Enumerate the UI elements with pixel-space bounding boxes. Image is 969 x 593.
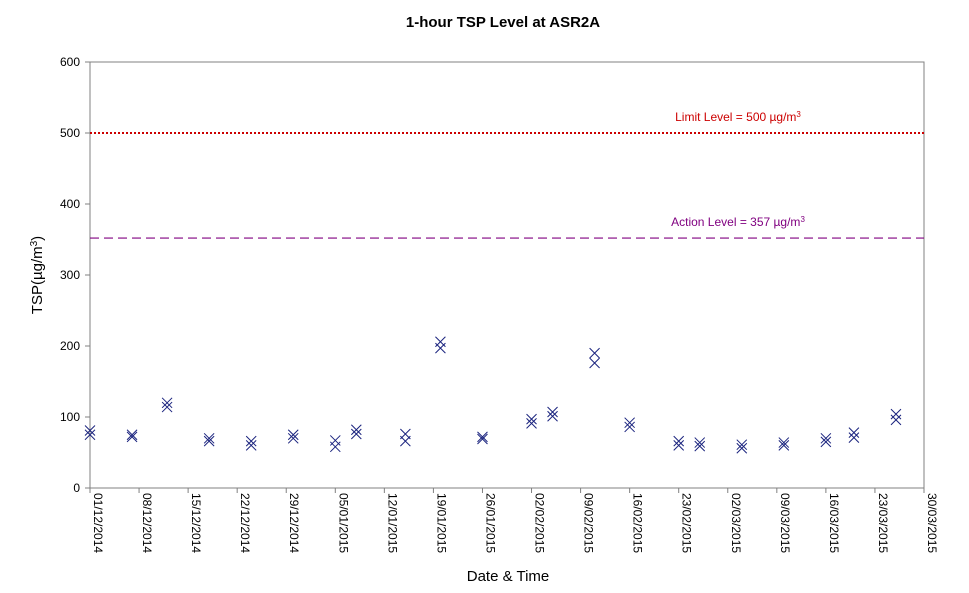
data-point-marker (694, 440, 706, 452)
data-point-marker (778, 437, 790, 448)
data-point-marker (736, 442, 748, 454)
data-point-marker (624, 417, 636, 429)
x-tick-label: 16/02/2015 (631, 493, 645, 553)
y-axis-title-superscript: 3 (29, 240, 40, 246)
x-tick-label: 30/03/2015 (925, 493, 939, 553)
chart-title: 1-hour TSP Level at ASR2A (406, 14, 600, 31)
x-tick-label: 15/12/2014 (189, 493, 203, 553)
y-tick-label: 600 (60, 55, 80, 69)
data-point-marker (890, 408, 902, 420)
data-point-marker (126, 429, 138, 441)
x-tick-label: 29/12/2014 (287, 493, 301, 553)
data-point-marker (350, 428, 362, 440)
reference-line-label-text: Limit Level = 500 µg/m (675, 110, 796, 124)
data-point-marker (477, 433, 488, 445)
y-tick-label: 0 (73, 481, 80, 495)
y-tick-label: 100 (60, 410, 80, 424)
y-axis-title-suffix: ) (29, 236, 46, 241)
data-point-marker (203, 432, 215, 444)
data-point-marker (820, 432, 832, 444)
x-tick-label: 12/01/2015 (385, 493, 399, 553)
x-tick-label: 09/02/2015 (582, 493, 596, 553)
data-point-marker (624, 421, 636, 433)
data-point-marker (673, 440, 685, 451)
reference-line-label-superscript: 3 (800, 215, 805, 224)
data-point-marker (736, 439, 748, 451)
data-point-marker (400, 435, 411, 447)
data-point-marker (694, 437, 706, 448)
data-point-marker (848, 427, 860, 438)
data-point-marker (84, 429, 96, 441)
x-axis-title: Date & Time (467, 568, 550, 585)
data-point-marker (890, 414, 902, 426)
data-markers (84, 336, 902, 454)
data-point-marker (126, 431, 138, 443)
y-axis-title-text: TSP(µg/m (29, 246, 46, 314)
data-point-marker (245, 435, 257, 447)
x-tick-label: 23/03/2015 (876, 493, 890, 553)
data-point-marker (848, 432, 860, 443)
data-point-marker (673, 435, 685, 447)
data-point-marker (477, 431, 488, 443)
x-tick-label: 02/03/2015 (729, 493, 743, 553)
data-point-marker (547, 410, 558, 422)
y-tick-label: 500 (60, 126, 80, 140)
reference-line-label: Limit Level = 500 µg/m3 (675, 110, 801, 125)
data-point-marker (287, 429, 299, 441)
data-point-marker (161, 397, 173, 409)
x-axis: 01/12/2014 08/12/2014 15/12/2014 22/12/2014… (89, 488, 939, 553)
reference-line-label-text: Action Level = 357 µg/m (671, 215, 800, 229)
data-point-marker (245, 440, 257, 451)
data-point-marker (84, 425, 96, 436)
x-tick-label: 09/03/2015 (778, 493, 792, 553)
x-tick-label: 22/12/2014 (238, 493, 252, 553)
reference-line-label-superscript: 3 (796, 110, 801, 119)
data-point-marker (589, 347, 600, 359)
data-point-marker (820, 436, 832, 448)
y-axis-title: TSP(µg/m3) (29, 236, 47, 314)
y-axis: 0 100 200 300 400 500 600 (60, 55, 90, 495)
plot-area (89, 61, 925, 489)
data-point-marker (161, 401, 173, 413)
data-point-marker (778, 440, 790, 451)
y-tick-label: 200 (60, 339, 80, 353)
data-point-marker (203, 435, 215, 447)
x-tick-label: 23/02/2015 (680, 493, 694, 553)
data-point-marker (435, 342, 446, 354)
data-point-marker (589, 357, 600, 369)
data-point-marker (526, 418, 537, 429)
data-point-marker (350, 424, 362, 436)
x-tick-label: 08/12/2014 (140, 493, 154, 553)
x-tick-label: 05/01/2015 (336, 493, 350, 553)
x-tick-label: 16/03/2015 (827, 493, 841, 553)
data-point-marker (526, 413, 537, 425)
y-tick-label: 300 (60, 268, 80, 282)
data-point-marker (329, 441, 341, 453)
reference-line-label: Action Level = 357 µg/m3 (671, 215, 805, 230)
y-tick-label: 400 (60, 197, 80, 211)
x-tick-label: 01/12/2014 (91, 493, 105, 553)
data-point-marker (547, 406, 558, 418)
x-tick-label: 19/01/2015 (434, 493, 448, 553)
data-point-marker (287, 432, 299, 444)
x-tick-label: 02/02/2015 (533, 493, 547, 553)
x-tick-label: 26/01/2015 (483, 493, 497, 553)
